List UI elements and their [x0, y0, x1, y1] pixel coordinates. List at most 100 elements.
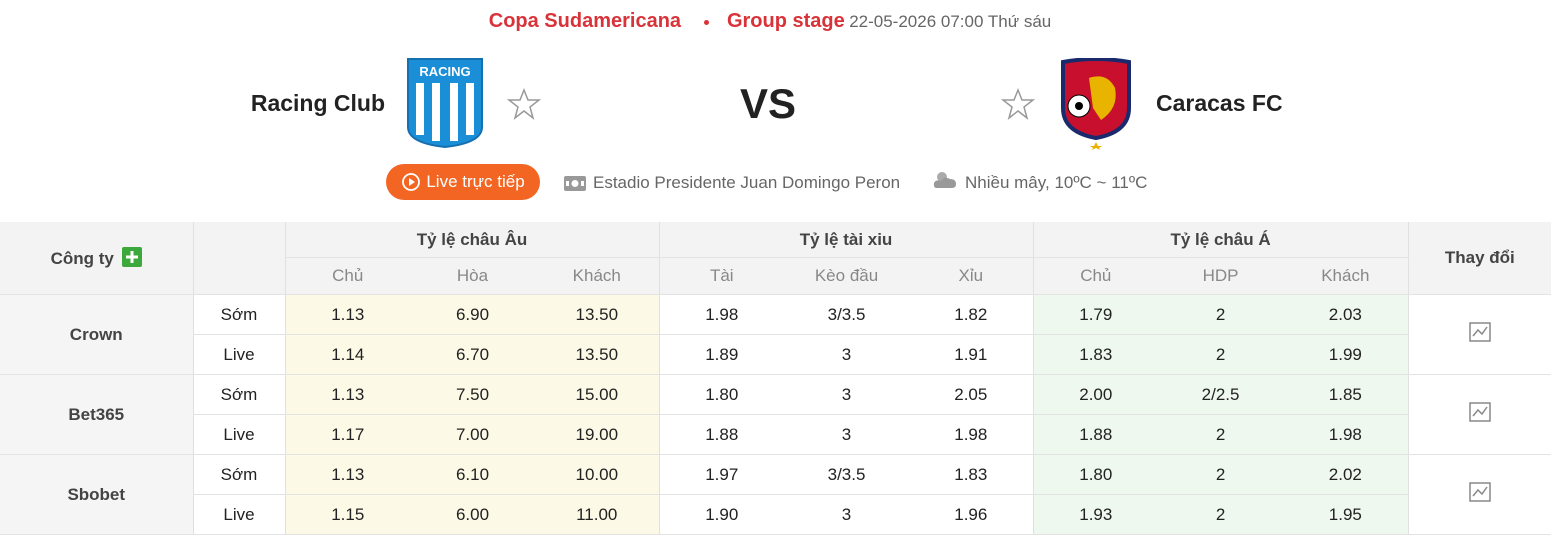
favorite-star[interactable]: [507, 88, 541, 120]
odds-cell: 1.98: [1283, 414, 1409, 455]
live-button[interactable]: Live trực tiếp: [386, 164, 540, 200]
vs: VS: [740, 80, 797, 127]
odds-cell: 1.79: [1032, 294, 1159, 335]
add-company[interactable]: [121, 247, 142, 268]
odds-cell: 1.95: [1283, 494, 1409, 535]
subheader: Xỉu: [909, 257, 1034, 295]
phase: Live: [192, 334, 285, 375]
subheader: Khách: [1283, 257, 1409, 295]
favorite-star[interactable]: [1001, 88, 1035, 120]
odds-cell: 1.93: [1032, 494, 1159, 535]
odds-cell: 1.98: [658, 294, 785, 335]
odds-cell: 3: [784, 494, 910, 535]
change-cell: [1407, 374, 1552, 455]
chart-icon[interactable]: [1469, 402, 1491, 426]
odds-cell: 3: [784, 414, 910, 455]
odds-cell: 2: [1158, 334, 1284, 375]
company-header: Công ty: [0, 222, 193, 295]
odds-cell: 6.90: [410, 294, 535, 335]
odds-cell: 1.99: [1283, 334, 1409, 375]
subheader: Chủ: [284, 257, 410, 295]
away-logo: [1061, 58, 1131, 150]
change-header: Thay đổi: [1407, 222, 1552, 295]
league[interactable]: Copa Sudamericana: [488, 10, 682, 32]
home-logo: RACING: [407, 58, 483, 149]
play-icon: [402, 173, 421, 191]
odds-cell: 7.50: [410, 374, 535, 415]
group-header: Tỷ lệ tài xiu: [658, 222, 1034, 258]
subheader: Khách: [535, 257, 660, 295]
odds-cell: 1.90: [658, 494, 785, 535]
odds-cell: 3: [784, 334, 910, 375]
datetime: 22-05-2026 07:00: [849, 12, 984, 31]
odds-row: Bet365 Sớm 1.13 7.50 15.00 1.80 3 2.05 2.00 2/2.5…: [0, 374, 1552, 455]
odds-cell: 13.50: [535, 334, 660, 375]
chart-icon[interactable]: [1469, 322, 1491, 346]
subheader: HDP: [1158, 257, 1284, 295]
odds-row: Live 1.14 6.70 13.50 1.89 3 1.91 1.83 2 1.99: [0, 334, 1551, 375]
odds-cell: 6.70: [410, 334, 535, 375]
phase: Sớm: [192, 294, 285, 335]
odds-cell: 1.97: [658, 454, 785, 495]
company-name: Crown: [0, 294, 193, 375]
odds-cell: 1.15: [284, 494, 410, 535]
match-header: Copa Sudamericana Group stage 22-05-2026…: [0, 10, 1540, 33]
odds-cell: 3/3.5: [784, 454, 910, 495]
odds-cell: 10.00: [535, 454, 660, 495]
subheader-row: Chủ Hòa Khách Tài Kèo đầu Xỉu Chủ HDP Khách: [0, 257, 1551, 295]
away-team[interactable]: Caracas FC: [1156, 90, 1283, 116]
odds-cell: 1.83: [909, 454, 1034, 495]
odds-cell: 2.00: [1032, 374, 1159, 415]
odds-cell: 1.98: [909, 414, 1034, 455]
odds-cell: 1.13: [284, 454, 410, 495]
subheader: Tài: [658, 257, 785, 295]
odds-cell: 2: [1158, 494, 1284, 535]
stage: Group stage: [726, 10, 845, 32]
stadium: Estadio Presidente Juan Domingo Peron: [593, 173, 901, 192]
odds-cell: 11.00: [535, 494, 660, 535]
phase-header: [192, 222, 285, 295]
odds-cell: 2: [1158, 294, 1284, 335]
separator: [703, 20, 709, 26]
odds-cell: 2.03: [1283, 294, 1409, 335]
weather: Nhiều mây, 10ºC ~ 11ºC: [965, 173, 1148, 192]
company-header-label: Công ty: [50, 249, 114, 268]
odds-cell: 2/2.5: [1158, 374, 1284, 415]
odds-cell: 1.91: [909, 334, 1034, 375]
odds-cell: 1.80: [1032, 454, 1159, 495]
home-team[interactable]: Racing Club: [250, 90, 385, 116]
weekday: Thứ sáu: [987, 12, 1052, 31]
odds-cell: 1.89: [658, 334, 785, 375]
company-name: Bet365: [0, 374, 193, 455]
odds-cell: 1.82: [909, 294, 1034, 335]
stadium-icon: [564, 176, 586, 191]
odds-table: Công ty Tỷ lệ châu Âu Tỷ lệ tài xiu Tỷ lệ c…: [0, 222, 1552, 535]
odds-cell: 7.00: [410, 414, 535, 455]
odds-cell: 1.80: [658, 374, 785, 415]
odds-cell: 2: [1158, 454, 1284, 495]
subheader: Chủ: [1032, 257, 1159, 295]
live-label[interactable]: Live trực tiếp: [426, 172, 525, 191]
phase: Live: [192, 494, 285, 535]
odds-cell: 1.13: [284, 294, 410, 335]
odds-cell: 2.05: [909, 374, 1034, 415]
odds-cell: 1.13: [284, 374, 410, 415]
odds-cell: 6.10: [410, 454, 535, 495]
odds-cell: 2: [1158, 414, 1284, 455]
odds-cell: 6.00: [410, 494, 535, 535]
change-cell: [1407, 454, 1552, 535]
change-cell: [1407, 294, 1552, 375]
odds-row: Sbobet Sớm 1.13 6.10 10.00 1.97 3/3.5 1.83 1.80 2…: [0, 454, 1552, 535]
phase: Live: [192, 414, 285, 455]
odds-row: Crown Sớm 1.13 6.90 13.50 1.98 3/3.5 1.82 1.79 2 2…: [0, 294, 1552, 375]
odds-cell: 1.88: [1032, 414, 1159, 455]
odds-cell: 1.96: [909, 494, 1034, 535]
odds-cell: 3/3.5: [784, 294, 910, 335]
odds-cell: 1.85: [1283, 374, 1409, 415]
odds-row: Live 1.17 7.00 19.00 1.88 3 1.98 1.88 2 1.98: [0, 414, 1551, 455]
odds-cell: 3: [784, 374, 910, 415]
odds-cell: 13.50: [535, 294, 660, 335]
chart-icon[interactable]: [1469, 482, 1491, 506]
group-header: Tỷ lệ châu Á: [1032, 222, 1409, 258]
